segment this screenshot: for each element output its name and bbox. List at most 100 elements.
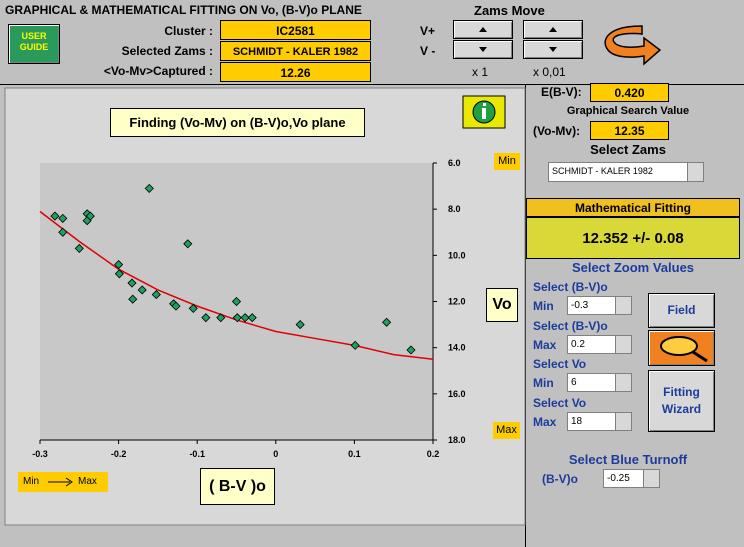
y-tick-label: 10.0 — [448, 250, 466, 260]
data-point — [128, 294, 138, 304]
data-point — [85, 211, 95, 221]
field-label: Selected Zams : — [121, 44, 213, 58]
separator — [0, 84, 744, 85]
data-point — [50, 211, 60, 221]
y-tick-label: 18.0 — [448, 435, 466, 445]
ebv-value: 0.420 — [590, 83, 669, 102]
data-point — [216, 313, 226, 323]
info-icon — [483, 103, 486, 106]
up-button[interactable] — [453, 20, 513, 39]
field-value: SCHMIDT - KALER 1982 — [220, 41, 371, 61]
x-direction: Min Max — [18, 472, 108, 492]
down-icon — [479, 47, 487, 52]
y-max-label: Max — [493, 422, 520, 439]
x-tick-label: 0.1 — [348, 449, 361, 459]
data-point — [58, 227, 68, 237]
window-title: GRAPHICAL & MATHEMATICAL FITTING ON Vo, … — [5, 3, 362, 17]
data-point — [201, 313, 211, 323]
data-point — [295, 320, 305, 330]
y-tick-label: 16.0 — [448, 389, 466, 399]
y-tick-label: 12.0 — [448, 297, 466, 307]
zoom-dropdown[interactable]: -0.3 — [567, 296, 632, 315]
data-point — [240, 313, 250, 323]
data-point — [114, 260, 124, 270]
data-point — [151, 290, 161, 300]
x-tick-label: 0.2 — [427, 449, 440, 459]
zoom-row-label: Select Vo — [533, 395, 587, 410]
up-icon — [479, 27, 487, 32]
field-button[interactable]: Field — [648, 293, 715, 328]
zoom-row-label: Select (B-V)o — [533, 280, 608, 294]
zoom-bound-label: Max — [533, 337, 557, 352]
down-button[interactable] — [453, 40, 513, 59]
y-tick-label: 6.0 — [448, 158, 461, 168]
data-point — [382, 317, 392, 327]
y-tick-label: 14.0 — [448, 343, 466, 353]
turnoff-dropdown[interactable]: -0.25 — [603, 469, 660, 488]
zoom-dropdown[interactable]: 6 — [567, 373, 632, 392]
zams-move-title: Zams Move — [474, 3, 545, 18]
data-point — [247, 313, 257, 323]
down-button[interactable] — [523, 40, 583, 59]
x-direction-from: Min — [23, 476, 40, 487]
field-value: 12.26 — [220, 62, 371, 82]
step-label: x 0,01 — [533, 65, 566, 79]
zoom-dropdown[interactable]: 0.2 — [567, 334, 632, 354]
info-icon — [482, 108, 486, 119]
vomv-value: 12.35 — [590, 121, 669, 140]
data-point — [350, 340, 360, 350]
chart-title: Finding (Vo-Mv) on (B-V)o,Vo plane — [110, 108, 365, 137]
up-button[interactable] — [523, 20, 583, 39]
x-tick-label: -0.1 — [189, 449, 205, 459]
y-axis-label: Vo — [486, 288, 518, 322]
data-point — [137, 285, 147, 295]
zoom-button[interactable] — [648, 330, 715, 366]
turnoff-label: (B-V)o — [542, 472, 578, 486]
data-point — [232, 313, 242, 323]
data-point — [144, 183, 154, 193]
x-axis-label: ( B-V )o — [200, 468, 275, 505]
up-icon — [549, 27, 557, 32]
field-value: IC2581 — [220, 20, 371, 40]
y-min-label: Min — [494, 153, 520, 170]
data-point — [406, 345, 416, 355]
zoom-row-label: Select (B-V)o — [533, 318, 608, 333]
fitting-result: 12.352 +/- 0.08 — [526, 217, 740, 259]
magnifier-icon — [660, 336, 708, 363]
zams-dropdown[interactable]: SCHMIDT - KALER 1982 — [548, 162, 704, 182]
back-arrow-button[interactable] — [598, 18, 662, 68]
down-icon — [549, 47, 557, 52]
turnoff-title: Select Blue Turnoff — [568, 452, 688, 467]
down-label: V - — [420, 44, 436, 58]
zoom-bound-label: Min — [533, 376, 554, 390]
data-point — [127, 278, 137, 288]
x-tick-label: 0 — [273, 449, 278, 459]
zoom-row-label: Select Vo — [533, 357, 587, 371]
search-title: Graphical Search Value — [566, 105, 690, 117]
zoom-title: Select Zoom Values — [571, 260, 695, 275]
data-point — [231, 296, 242, 307]
select-zams-label: Select Zams — [590, 142, 666, 157]
x-tick-label: -0.3 — [32, 449, 48, 459]
up-label: V+ — [420, 24, 436, 38]
zoom-bound-label: Max — [533, 414, 557, 429]
user-guide-button[interactable]: USER GUIDE — [8, 24, 60, 64]
direction-arrow — [48, 477, 73, 487]
data-point — [188, 303, 198, 313]
y-tick-label: 8.0 — [448, 204, 461, 214]
data-point — [171, 301, 181, 311]
data-point — [183, 239, 193, 249]
x-direction-to: Max — [78, 476, 97, 487]
data-point — [114, 269, 124, 279]
fitting-wizard-button[interactable]: Fitting Wizard — [648, 370, 715, 432]
data-point — [58, 213, 68, 223]
zoom-bound-label: Min — [533, 299, 554, 313]
vomv-label: (Vo-Mv): — [533, 124, 581, 138]
zoom-dropdown[interactable]: 18 — [567, 411, 632, 431]
fitting-title: Mathematical Fitting — [526, 198, 740, 217]
data-point — [74, 243, 84, 253]
step-label: x 1 — [472, 65, 489, 79]
field-label: Cluster : — [164, 24, 213, 38]
ebv-label: E(B-V): — [541, 85, 582, 99]
